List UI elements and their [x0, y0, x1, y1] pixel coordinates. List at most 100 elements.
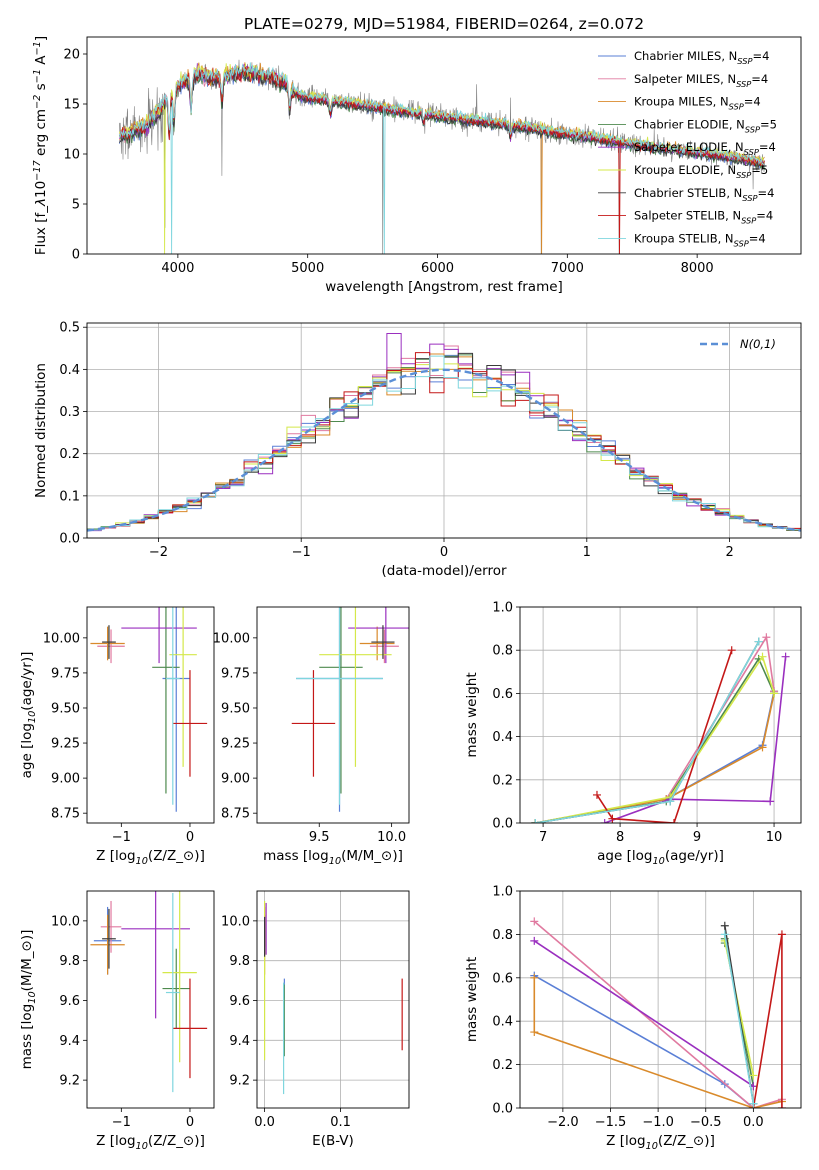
axes-frame: [519, 606, 802, 824]
y-tick-label: 10.00: [43, 631, 80, 646]
errorbar-point-5: [162, 891, 197, 1063]
y-tick-label: 9.25: [221, 737, 250, 752]
weight-marker: [781, 652, 790, 661]
y-axis-label: mass weight: [464, 672, 480, 757]
y-tick-label: 0: [72, 248, 80, 263]
x-axis-label: Z [log10(Z/Z_⊙)]: [96, 1133, 205, 1152]
x-tick-label: −2: [149, 545, 168, 560]
y-tick-label: 1.0: [492, 885, 513, 900]
x-tick-label: 2: [725, 545, 733, 560]
x-tick-label: −1: [112, 1115, 131, 1130]
y-tick-label: 10.00: [213, 631, 250, 646]
weight-line-4: [604, 656, 787, 823]
y-tick-label: 5: [72, 198, 80, 213]
y-tick-label: 9.50: [221, 701, 250, 716]
errorbar-point-5: [169, 607, 197, 767]
y-tick-label: 0.2: [492, 773, 513, 788]
weight-marker: [720, 921, 729, 930]
x-tick-label: −2.0: [547, 1115, 579, 1130]
y-axis-label: mass weight: [464, 957, 480, 1042]
axes-massweight-vs-age: 7 8 9 10 0.0 0.2 0.4 0.6 0.8 1.0 age [log10(age/yr…: [464, 601, 802, 867]
x-tick-label: 7000: [551, 261, 584, 276]
y-axis-label: mass [log10(M/M_⊙)]: [19, 930, 38, 1070]
weight-marker: [530, 917, 539, 926]
y-tick-label: 9.50: [51, 701, 80, 716]
y-tick-label: 9.4: [59, 1034, 80, 1049]
errorbar-point-7: [291, 670, 336, 777]
weight-marker: [600, 819, 609, 823]
residual-hist-8: [87, 355, 801, 531]
legend-label-8: Kroupa STELIB, NSSP=4: [634, 231, 766, 248]
y-tick-label: 0.8: [492, 644, 513, 659]
x-tick-label: −1: [292, 545, 311, 560]
y-tick-label: 9.75: [51, 666, 80, 681]
errorbar-point-6: [371, 625, 395, 659]
x-tick-label: 5000: [291, 261, 324, 276]
y-tick-label: 0.6: [492, 687, 513, 702]
y-tick-label: 9.6: [59, 994, 80, 1009]
weight-line-4: [533, 940, 754, 1087]
y-tick-label: 10: [63, 148, 80, 163]
weight-marker: [666, 797, 675, 806]
y-tick-label: 9.2: [229, 1074, 250, 1089]
residual-legend: N(0,1): [700, 337, 776, 351]
weight-marker: [777, 1104, 786, 1108]
figure-title: PLATE=0279, MJD=51984, FIBERID=0264, z=0…: [244, 15, 644, 33]
weight-marker: [754, 637, 763, 646]
y-tick-label: 0.3: [59, 405, 80, 420]
plot-area: [90, 891, 208, 1093]
weight-marker: [592, 790, 601, 799]
legend-label-1: Salpeter MILES, NSSP=4: [634, 72, 768, 89]
y-tick-label: 0.0: [492, 817, 513, 832]
y-tick-label: 20: [63, 48, 80, 63]
errorbar-point-7: [172, 978, 208, 1079]
y-tick-label: 15: [63, 98, 80, 113]
weight-marker: [758, 743, 767, 752]
model-spectrum-6: [119, 67, 765, 170]
y-tick-label: 9.4: [229, 1034, 250, 1049]
x-tick-label: 4000: [161, 261, 194, 276]
legend-label-3: Chabrier ELODIE, NSSP=5: [634, 117, 777, 134]
model-spectrum-7: [119, 65, 765, 254]
normal-reference-curve: [87, 368, 801, 532]
y-tick-label: 1.0: [492, 601, 513, 616]
spectrum-legend: Chabrier MILES, NSSP=4 Salpeter MILES, NS…: [598, 49, 777, 248]
weight-line-1: [533, 920, 783, 1108]
y-tick-label: 0.0: [492, 1102, 513, 1117]
y-tick-label: 0.4: [492, 1015, 513, 1030]
y-tick-label: 9.75: [221, 666, 250, 681]
y-tick-label: 0.6: [492, 971, 513, 986]
plot-area: [87, 333, 801, 532]
errorbar-point-4: [348, 607, 409, 664]
y-tick-label: 8.75: [221, 807, 250, 822]
y-tick-label: 0.8: [492, 928, 513, 943]
x-tick-label: 9: [693, 830, 701, 845]
weight-marker: [720, 930, 729, 939]
y-tick-label: 9.00: [221, 772, 250, 787]
weight-marker: [749, 1071, 758, 1080]
x-tick-label: 8: [616, 830, 624, 845]
weight-marker: [766, 797, 775, 806]
y-tick-label: 0.5: [59, 321, 80, 336]
errorbar-point-7: [172, 670, 208, 777]
x-tick-label: −1.5: [595, 1115, 627, 1130]
weight-marker: [530, 973, 539, 982]
y-tick-label: 0.0: [59, 532, 80, 547]
errorbar-point-8: [165, 607, 180, 805]
weight-marker: [669, 819, 678, 823]
weight-line-7: [596, 649, 733, 823]
errorbar-point-4: [121, 891, 190, 1019]
weight-marker: [727, 646, 736, 655]
weight-line-0: [533, 974, 754, 1108]
errorbar-point-1: [100, 900, 122, 953]
y-tick-label: 8.75: [51, 807, 80, 822]
errorbar-point-2: [90, 914, 125, 975]
y-tick-label: 10.0: [51, 914, 80, 929]
x-tick-label: 0.0: [743, 1115, 764, 1130]
weight-line-2: [533, 977, 783, 1108]
axes-age-vs-mass: 9.5 10.0 8.75 9.00 9.25 9.50 9.75 10.00 mass [lo…: [213, 606, 410, 867]
x-axis-label: wavelength [Angstrom, rest frame]: [325, 279, 563, 295]
x-tick-label: 7: [539, 830, 547, 845]
weight-marker: [758, 652, 767, 661]
